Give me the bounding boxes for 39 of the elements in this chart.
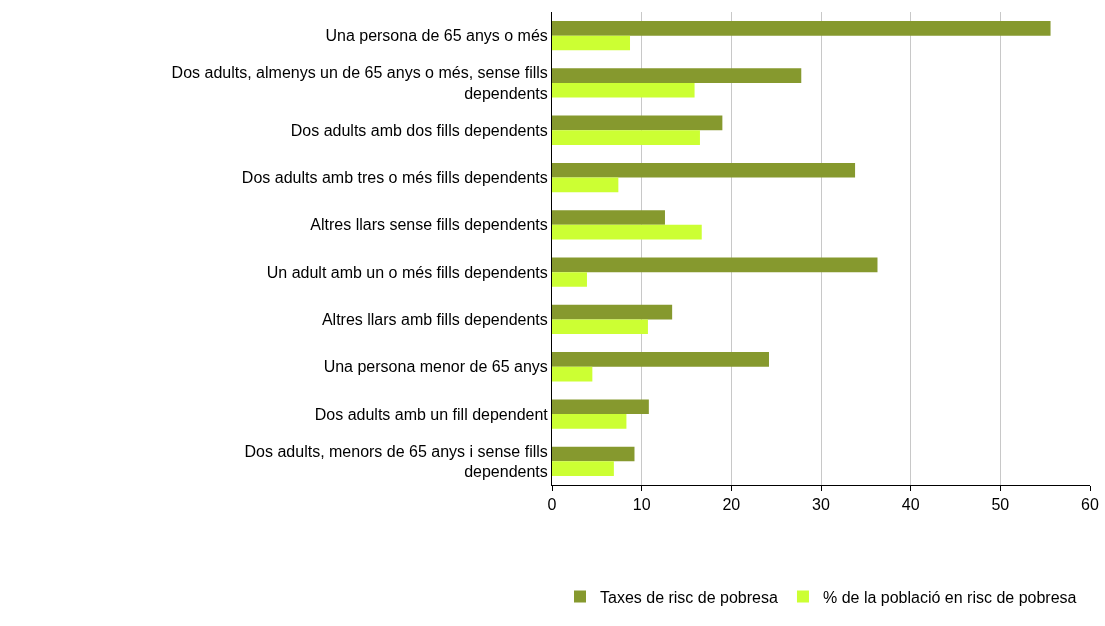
- legend-label: Taxes de risc de pobresa: [600, 588, 778, 606]
- x-tick-label: 50: [991, 496, 1010, 514]
- bar: [552, 130, 700, 145]
- y-tick-label: Dos adults amb dos fills dependents: [290, 121, 548, 139]
- y-tick-label: Un adult amb un o més fills dependents: [266, 263, 548, 281]
- y-tick-label: Una persona menor de 65 anys: [323, 358, 548, 376]
- bar: [552, 414, 627, 429]
- bar: [552, 115, 723, 131]
- bar: [552, 82, 695, 98]
- x-tick-label: 10: [632, 496, 651, 514]
- bar: [552, 210, 665, 225]
- y-tick-label: Dos adults, menors de 65 anys i sense fills dependents: [244, 442, 548, 481]
- y-tick-label: Altres llars sense fills dependents: [310, 216, 548, 234]
- bar: [552, 68, 802, 83]
- legend-label: % de la població en risc de pobresa: [822, 588, 1077, 606]
- y-tick-label: Dos adults amb tres o més fills dependents: [241, 169, 548, 187]
- x-tick-label: 60: [1081, 496, 1099, 514]
- bar: [552, 366, 593, 382]
- x-tick-label: 40: [901, 496, 920, 514]
- bar: [552, 20, 1051, 36]
- bar: [552, 304, 673, 320]
- bar: [552, 257, 878, 273]
- bar: [552, 162, 856, 178]
- bar: [552, 177, 619, 193]
- bar: [552, 319, 648, 335]
- x-tick-label: 0: [547, 496, 557, 514]
- bar: [552, 352, 769, 367]
- y-tick-label: Dos adults, almenys un de 65 anys o més, sense fills dependents: [171, 64, 548, 102]
- bar: [552, 461, 614, 477]
- bar: [552, 224, 702, 240]
- x-tick-label: 30: [812, 496, 830, 514]
- bar: [552, 446, 635, 462]
- x-tick-label: 20: [722, 496, 741, 514]
- y-tick-label: Dos adults amb un fill dependent: [314, 405, 549, 423]
- bar: [552, 35, 631, 51]
- bar: [552, 272, 587, 287]
- y-tick-label: Una persona de 65 anys o més: [325, 27, 548, 45]
- bar: [552, 399, 649, 415]
- y-tick-label: Altres llars amb fills dependents: [321, 311, 548, 329]
